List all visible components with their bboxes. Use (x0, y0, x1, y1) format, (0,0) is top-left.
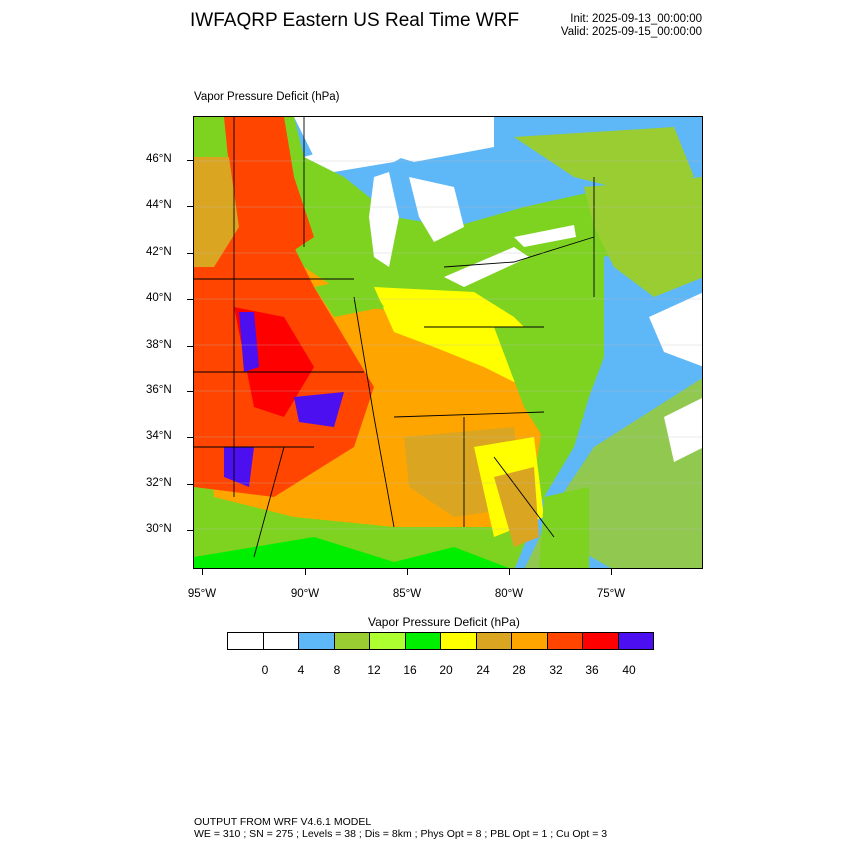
vpd-map (194, 117, 702, 568)
legend-label: 4 (297, 663, 305, 677)
carolinas-green (494, 327, 584, 447)
legend-label: 0 (261, 663, 269, 677)
legend-color-box (227, 632, 264, 650)
graticule (194, 160, 702, 530)
lat-tick (187, 346, 193, 347)
ohio-valley-yellow (374, 287, 544, 397)
lat-label-36: 36°N (146, 384, 172, 396)
field-label: Vapor Pressure Deficit (hPa) (194, 91, 340, 103)
color-legend (227, 632, 654, 650)
lat-label-34: 34°N (146, 430, 172, 442)
legend-label: 32 (549, 663, 563, 677)
legend-color-box (582, 632, 619, 650)
legend-label: 40 (622, 663, 636, 677)
valid-time: Valid: 2025-09-15_00:00:00 (560, 26, 702, 38)
legend-color-box (511, 632, 548, 650)
lon-tick (202, 569, 203, 575)
ontario-region (514, 127, 694, 192)
init-time: Init: 2025-09-13_00:00:00 (570, 13, 702, 25)
lat-tick (187, 530, 193, 531)
legend-color-box (546, 632, 583, 650)
northern-plains-red (224, 117, 314, 257)
lat-label-40: 40°N (146, 292, 172, 304)
lat-label-46: 46°N (146, 153, 172, 165)
legend-label: 28 (512, 663, 526, 677)
lat-label-42: 42°N (146, 246, 172, 258)
legend-color-box (333, 632, 370, 650)
vpd-max-patch-1 (239, 312, 259, 372)
state-boundaries (194, 117, 595, 558)
lon-label-85: 85°W (392, 588, 422, 600)
vpd-max-patch-2 (294, 392, 344, 427)
legend-color-box (617, 632, 654, 650)
legend-label: 20 (439, 663, 453, 677)
legend-label: 16 (403, 663, 417, 677)
legend-color-box (440, 632, 477, 650)
lat-label-32: 32°N (146, 477, 172, 489)
lat-tick (187, 437, 193, 438)
ocean-low-vpd-patch (649, 292, 702, 367)
model-footer: OUTPUT FROM WRF V4.6.1 MODEL WE = 310 ; … (194, 816, 607, 840)
lon-tick (407, 569, 408, 575)
florida-green (539, 487, 589, 568)
lon-label-90: 90°W (290, 588, 320, 600)
illinois-green (314, 277, 384, 317)
legend-color-box (475, 632, 512, 650)
lon-label-75: 75°W (596, 588, 626, 600)
legend-label: 8 (333, 663, 341, 677)
dakotas-tan (194, 157, 239, 267)
gulf-of-mexico (194, 537, 509, 568)
lon-tick (305, 569, 306, 575)
lake-michigan (369, 172, 399, 267)
legend-color-box (404, 632, 441, 650)
map-title: IWFAQRP Eastern US Real Time WRF (190, 10, 520, 31)
vpd-max-patch-3 (224, 447, 254, 487)
lat-tick (187, 253, 193, 254)
legend-color-box (298, 632, 335, 650)
lake-ontario (514, 225, 576, 247)
legend-label: 12 (367, 663, 381, 677)
lat-tick (187, 160, 193, 161)
lon-label-95: 95°W (187, 588, 217, 600)
lat-label-44: 44°N (146, 199, 172, 211)
lake-huron (409, 177, 464, 242)
legend-color-box (369, 632, 406, 650)
ocean-low-vpd-patch-2 (664, 398, 702, 462)
lake-erie (444, 247, 529, 287)
lat-tick (187, 391, 193, 392)
lon-label-80: 80°W (494, 588, 524, 600)
lat-label-38: 38°N (146, 339, 172, 351)
footer-line-1: OUTPUT FROM WRF V4.6.1 MODEL (194, 816, 372, 828)
lake-superior (304, 139, 424, 172)
lat-tick (187, 484, 193, 485)
lat-tick (187, 299, 193, 300)
lon-tick (611, 569, 612, 575)
lat-tick (187, 206, 193, 207)
lon-tick (509, 569, 510, 575)
footer-line-2: WE = 310 ; SN = 275 ; Levels = 38 ; Dis … (194, 828, 608, 840)
run-info: Init: 2025-09-13_00:00:00 Valid: 2025-09… (561, 13, 702, 39)
map-panel (193, 116, 703, 569)
legend-label: 36 (585, 663, 599, 677)
legend-label: 24 (476, 663, 490, 677)
legend-color-box (262, 632, 299, 650)
legend-title: Vapor Pressure Deficit (hPa) (368, 615, 520, 629)
georgia-tan (494, 467, 539, 547)
lat-label-30: 30°N (146, 523, 172, 535)
